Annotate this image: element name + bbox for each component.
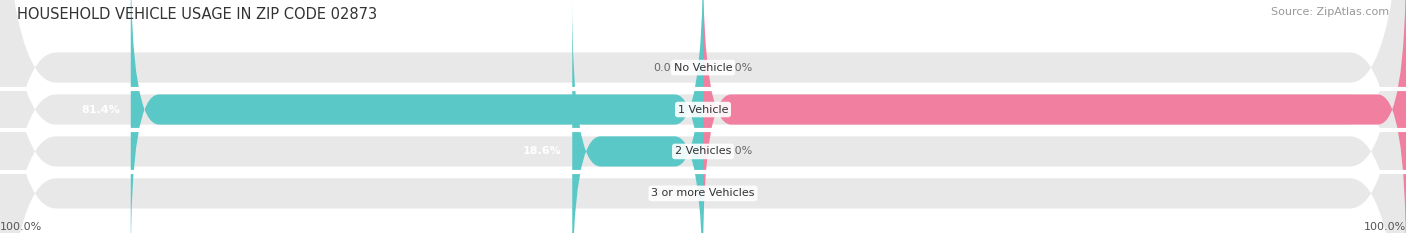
Text: 0.0%: 0.0% xyxy=(724,188,752,198)
FancyBboxPatch shape xyxy=(703,0,1406,233)
FancyBboxPatch shape xyxy=(131,0,703,233)
Text: 2 Vehicles: 2 Vehicles xyxy=(675,147,731,156)
Text: 0.0%: 0.0% xyxy=(654,188,682,198)
Text: 3 or more Vehicles: 3 or more Vehicles xyxy=(651,188,755,198)
Text: 100.0%: 100.0% xyxy=(1364,222,1406,232)
Text: 0.0%: 0.0% xyxy=(654,63,682,72)
FancyBboxPatch shape xyxy=(572,0,703,233)
Text: No Vehicle: No Vehicle xyxy=(673,63,733,72)
Text: 100.0%: 100.0% xyxy=(0,222,42,232)
Text: 1 Vehicle: 1 Vehicle xyxy=(678,105,728,114)
Text: 81.4%: 81.4% xyxy=(82,105,120,114)
Text: HOUSEHOLD VEHICLE USAGE IN ZIP CODE 02873: HOUSEHOLD VEHICLE USAGE IN ZIP CODE 0287… xyxy=(17,7,377,22)
Text: 0.0%: 0.0% xyxy=(724,63,752,72)
Text: 18.6%: 18.6% xyxy=(523,147,562,156)
Text: 0.0%: 0.0% xyxy=(724,147,752,156)
Text: Source: ZipAtlas.com: Source: ZipAtlas.com xyxy=(1271,7,1389,17)
